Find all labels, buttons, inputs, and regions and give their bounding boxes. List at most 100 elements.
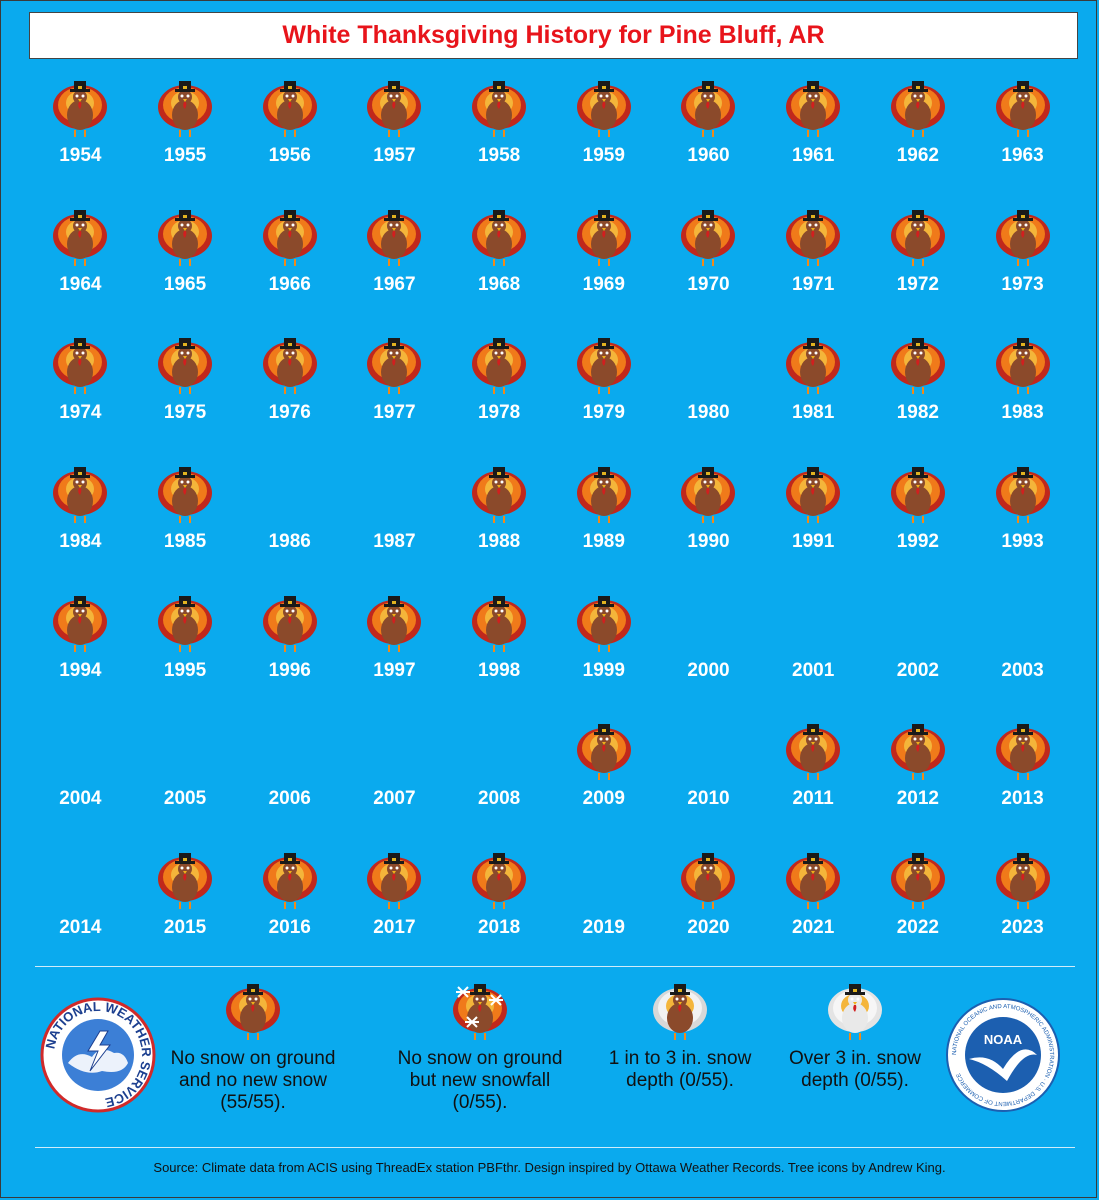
year-label: 1962 [896, 145, 939, 166]
year-label: 1959 [582, 145, 625, 166]
pilgrim-turkey-icon [574, 590, 634, 656]
year-cell: 1977 [342, 329, 447, 458]
year-cell: 1964 [28, 201, 133, 330]
pilgrim-turkey-icon [364, 332, 424, 398]
pilgrim-turkey-icon [678, 75, 738, 141]
year-cell: 1958 [447, 72, 552, 201]
year-label: 2014 [59, 917, 102, 939]
year-cell: 1969 [551, 201, 656, 330]
empty-icon-slot [678, 718, 738, 784]
year-cell: 1985 [133, 458, 238, 587]
year-cell: 1992 [866, 458, 971, 587]
pilgrim-turkey-icon [50, 204, 110, 270]
year-cell: 2017 [342, 844, 447, 973]
year-cell: 1997 [342, 587, 447, 716]
year-cell: 2000 [656, 587, 761, 716]
year-label: 1998 [477, 659, 521, 681]
year-cell: 2005 [133, 715, 238, 844]
year-label: 2010 [687, 788, 730, 810]
pilgrim-turkey-icon [888, 204, 948, 270]
year-cell: 1988 [447, 458, 552, 587]
year-cell: 2022 [866, 844, 971, 973]
year-cell: 1981 [761, 329, 866, 458]
pilgrim-turkey-icon [783, 75, 843, 141]
year-cell: 2001 [761, 587, 866, 716]
year-label: 2011 [792, 788, 834, 810]
year-label: 1954 [59, 145, 102, 166]
empty-icon-slot [364, 718, 424, 784]
year-label: 1986 [268, 531, 311, 553]
year-cell: 1971 [761, 201, 866, 330]
pilgrim-turkey-icon [223, 978, 283, 1044]
pilgrim-turkey-icon [993, 718, 1053, 784]
source-note: Source: Climate data from ACIS using Thr… [153, 1160, 946, 1175]
year-cell: 1999 [551, 587, 656, 716]
year-cell: 2006 [237, 715, 342, 844]
year-cell: 1995 [133, 587, 238, 716]
year-label: 1978 [477, 402, 521, 424]
empty-icon-slot [50, 847, 110, 913]
pilgrim-turkey-icon [469, 75, 529, 141]
year-label: 2008 [477, 788, 521, 810]
year-label: 2023 [1001, 917, 1044, 939]
year-label: 1974 [59, 402, 102, 424]
pilgrim-turkey-icon [783, 847, 843, 913]
year-label: 2017 [373, 917, 416, 939]
pilgrim-turkey-icon [260, 590, 320, 656]
legend-label: 1 in to 3 in. snow depth (0/55). [608, 1048, 752, 1091]
year-label: 1960 [687, 145, 730, 166]
year-label: 2012 [896, 788, 939, 810]
year-label: 1968 [477, 273, 521, 295]
pilgrim-turkey-icon [50, 75, 110, 141]
year-cell: 2019 [551, 844, 656, 973]
pilgrim-turkey-icon [574, 461, 634, 527]
year-cell: 1959 [551, 72, 656, 201]
year-cell: 2014 [28, 844, 133, 973]
pilgrim-turkey-icon [783, 204, 843, 270]
pilgrim-turkey-icon [260, 847, 320, 913]
legend-label: No snow on ground and no new snow (55/55… [170, 1048, 336, 1113]
year-label: 1979 [582, 402, 625, 424]
year-cell: 1966 [237, 201, 342, 330]
year-label: 1987 [373, 531, 416, 553]
year-cell: 1976 [237, 329, 342, 458]
year-cell: 1978 [447, 329, 552, 458]
pilgrim-turkey-icon [678, 847, 738, 913]
year-cell: 1954 [28, 72, 133, 201]
pilgrim-turkey-icon [574, 204, 634, 270]
year-label: 2004 [59, 788, 102, 810]
year-cell: 2015 [133, 844, 238, 973]
year-label: 1956 [268, 145, 311, 166]
year-cell: 2003 [970, 587, 1075, 716]
pilgrim-turkey-icon [678, 204, 738, 270]
year-cell: 1963 [970, 72, 1075, 201]
year-label: 1985 [163, 531, 207, 553]
year-label: 1989 [582, 531, 625, 553]
pilgrim-turkey-icon [260, 204, 320, 270]
pilgrim-turkey-icon [364, 847, 424, 913]
year-cell: 1957 [342, 72, 447, 201]
year-cell: 1989 [551, 458, 656, 587]
year-label: 1967 [373, 273, 416, 295]
pilgrim-turkey-icon [888, 847, 948, 913]
year-cell: 1986 [237, 458, 342, 587]
empty-icon-slot [50, 718, 110, 784]
year-label: 1972 [896, 273, 939, 295]
nws-logo-icon: NATIONAL WEATHER SERVICE [40, 997, 156, 1113]
year-cell: 1965 [133, 201, 238, 330]
year-label: 1990 [687, 531, 730, 553]
page-title: White Thanksgiving History for Pine Bluf… [282, 21, 825, 49]
snow-covered-turkey-icon [825, 978, 885, 1044]
year-cell: 1979 [551, 329, 656, 458]
divider-bottom [35, 1147, 1075, 1148]
year-cell: 1998 [447, 587, 552, 716]
empty-icon-slot [260, 461, 320, 527]
year-label: 1955 [163, 145, 207, 166]
year-cell: 1990 [656, 458, 761, 587]
pilgrim-turkey-icon [469, 332, 529, 398]
year-cell: 1955 [133, 72, 238, 201]
year-cell: 2018 [447, 844, 552, 973]
pilgrim-turkey-icon [888, 332, 948, 398]
noaa-logo-center: NOAA [984, 1032, 1023, 1047]
